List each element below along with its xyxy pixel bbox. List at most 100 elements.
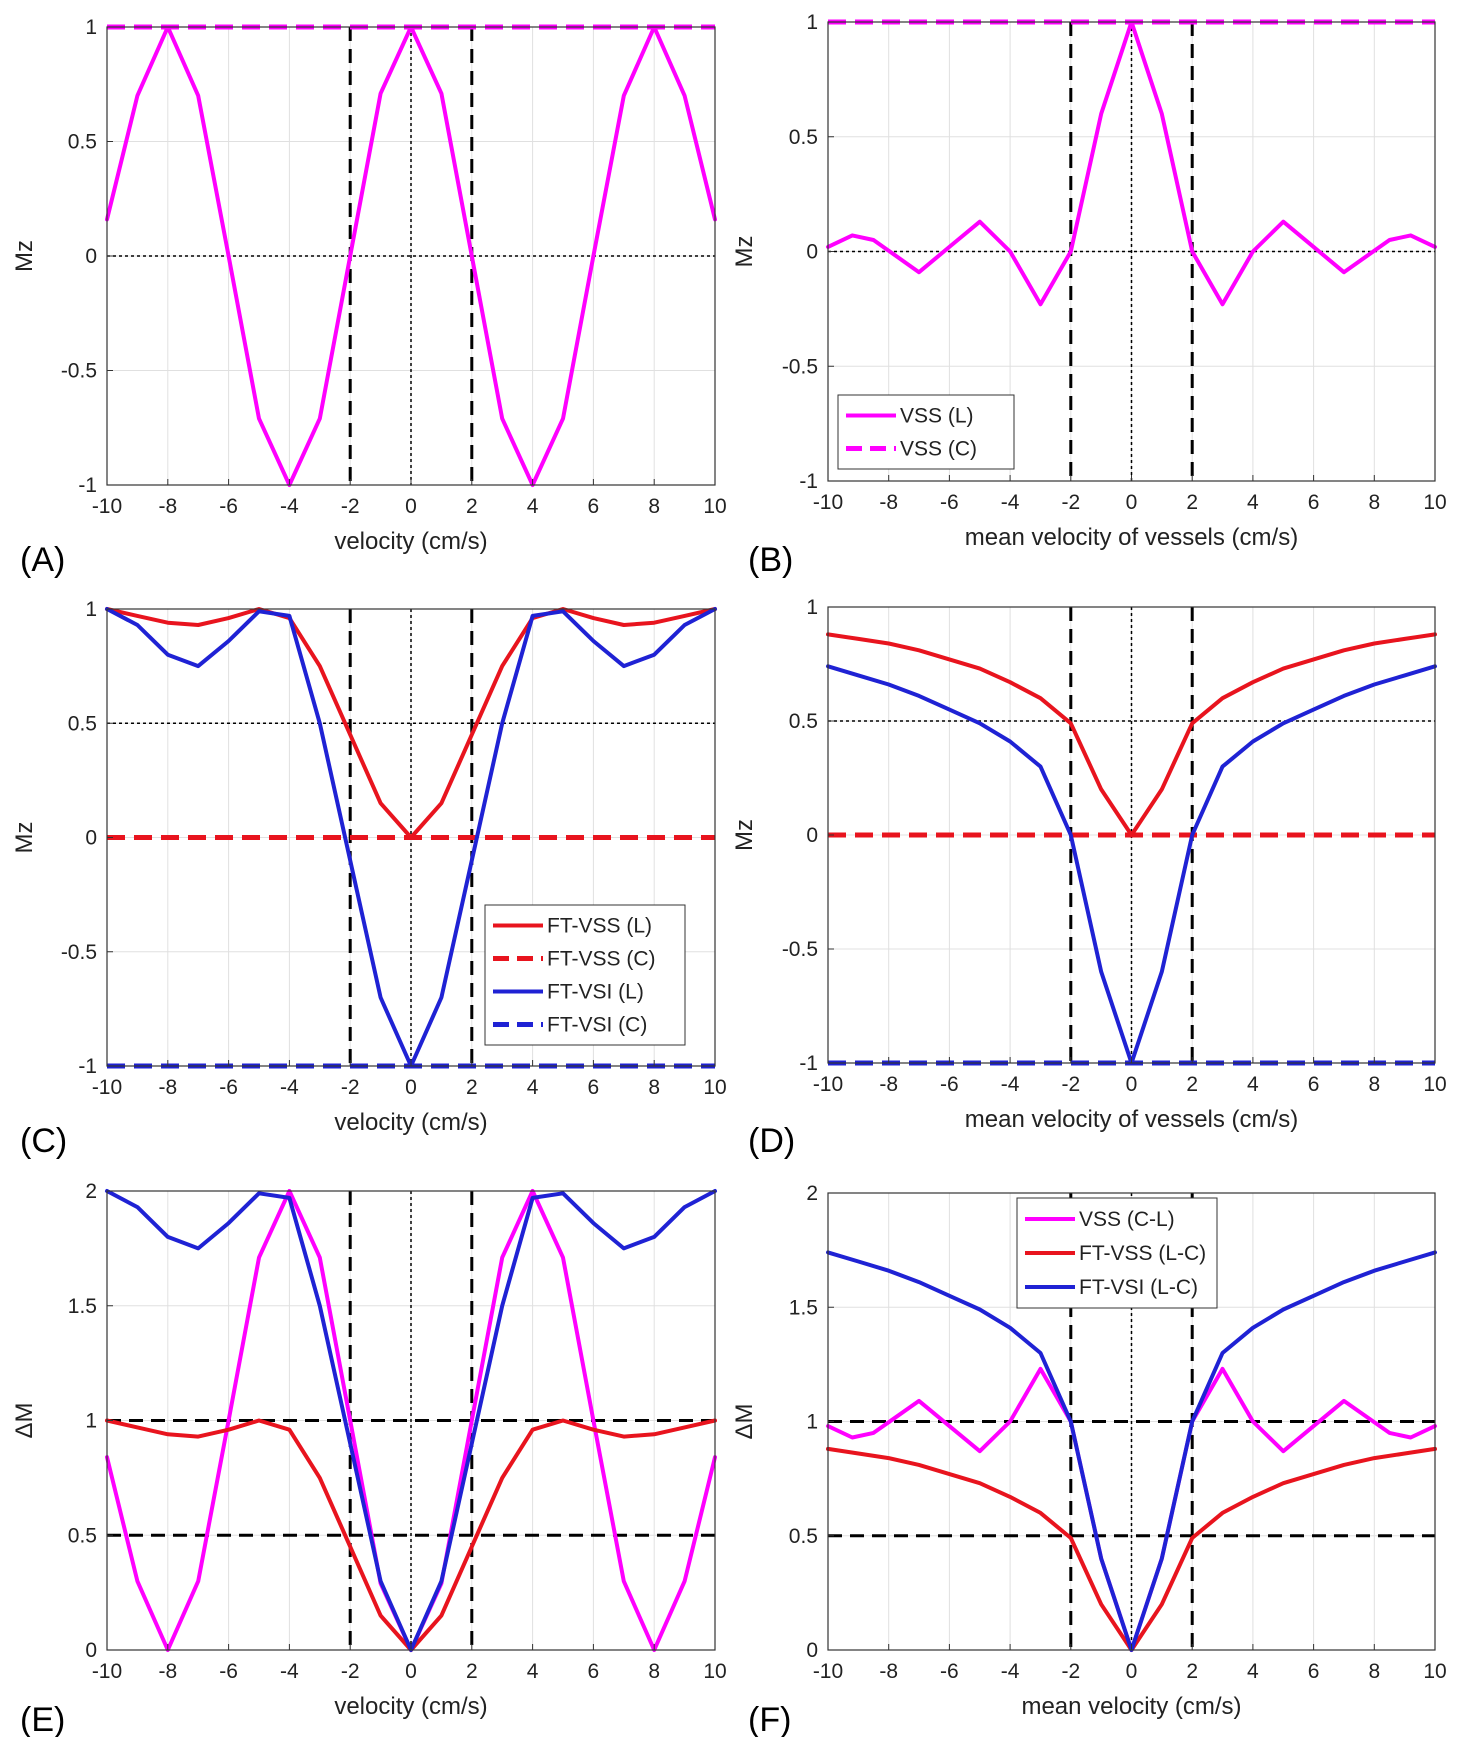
y-tick-label: 0	[806, 1639, 818, 1662]
legend-label: FT-VSI (L)	[547, 981, 644, 1004]
x-tick-label: 8	[1368, 1660, 1380, 1683]
x-tick-label: 4	[527, 495, 539, 518]
y-tick-label: -1	[799, 1052, 818, 1075]
x-tick-label: 10	[1423, 491, 1446, 514]
x-tick-label: 4	[527, 1076, 539, 1099]
legend-label: FT-VSI (C)	[547, 1014, 647, 1037]
y-tick-label: 0.5	[789, 126, 818, 149]
x-tick-label: 0	[1126, 1073, 1138, 1096]
y-tick-label: -0.5	[782, 938, 818, 961]
legend-label: FT-VSI (L-C)	[1079, 1276, 1198, 1299]
x-tick-label: 0	[405, 1660, 417, 1683]
legend: FT-VSS (L) FT-VSS (C) FT-VSI (L) FT-VSI (C)	[484, 904, 686, 1046]
x-tick-label: 8	[648, 495, 660, 518]
panel-letter: (B)	[748, 541, 793, 579]
legend-label: VSS (C-L)	[1079, 1208, 1175, 1231]
x-tick-label: 6	[1308, 1660, 1320, 1683]
panel-letter: (E)	[20, 1701, 65, 1737]
y-tick-label: 0.5	[68, 1524, 97, 1547]
panel-4: -10 -8 -6 -4 -2 0 2 4 6 8 10 -1 -0.5 0 0.5 1 mean veloci…	[731, 596, 1447, 1160]
legend-box	[484, 904, 686, 1046]
panel-6: -10 -8 -6 -4 -2 0 2 4 6 8 10 0 0.5 1 1.5 2 mean velocity…	[731, 1182, 1447, 1737]
y-tick-label: 0.5	[789, 1525, 818, 1548]
panel-1: -10 -8 -6 -4 -2 0 2 4 6 8 10 -1 -0.5 0 0.5 1 velocity (c…	[11, 16, 727, 579]
y-tick-label: 1	[85, 1410, 97, 1433]
y-tick-label: 0	[806, 824, 818, 847]
y-tick-label: 1.5	[68, 1295, 97, 1318]
y-tick-label: 1	[806, 596, 818, 619]
x-tick-label: -6	[940, 1660, 959, 1683]
x-tick-label: 6	[588, 1076, 600, 1099]
y-tick-label: 1	[85, 598, 97, 621]
x-tick-label: -10	[813, 1073, 843, 1096]
x-tick-label: -4	[280, 1660, 299, 1683]
y-tick-label: -0.5	[782, 355, 818, 378]
x-tick-label: -4	[1001, 1073, 1020, 1096]
x-tick-label: 8	[648, 1660, 660, 1683]
x-tick-label: -6	[940, 1073, 959, 1096]
y-tick-label: 2	[806, 1182, 818, 1205]
legend: VSS (C-L) FT-VSS (L-C) FT-VSI (L-C)	[1016, 1197, 1218, 1309]
y-tick-label: -0.5	[61, 941, 97, 964]
x-tick-label: 6	[1308, 491, 1320, 514]
x-tick-label: -2	[341, 495, 360, 518]
x-tick-label: -8	[879, 491, 898, 514]
x-tick-label: 6	[1308, 1073, 1320, 1096]
panel-letter: (F)	[748, 1701, 791, 1737]
y-tick-label: 0.5	[789, 710, 818, 733]
y-tick-label: -1	[799, 470, 818, 493]
x-tick-label: 4	[527, 1660, 539, 1683]
x-tick-label: -2	[1061, 1660, 1080, 1683]
legend-label: FT-VSS (C)	[547, 948, 656, 971]
y-axis-label: Mz	[11, 822, 38, 854]
x-tick-label: 2	[1186, 1073, 1198, 1096]
x-axis-label: velocity (cm/s)	[334, 1109, 487, 1136]
panel-letter: (C)	[20, 1122, 67, 1160]
y-tick-label: 1.5	[789, 1296, 818, 1319]
x-axis-label: mean velocity of vessels (cm/s)	[965, 1106, 1298, 1133]
x-tick-label: -6	[219, 495, 238, 518]
x-tick-label: -8	[879, 1073, 898, 1096]
x-tick-label: -4	[1001, 491, 1020, 514]
x-axis-label: velocity (cm/s)	[334, 1693, 487, 1720]
x-tick-label: 8	[1368, 491, 1380, 514]
legend-label: FT-VSS (L)	[547, 915, 652, 938]
x-tick-label: -6	[219, 1660, 238, 1683]
y-tick-label: -1	[78, 474, 97, 497]
x-tick-label: -2	[1061, 491, 1080, 514]
x-tick-label: 6	[588, 1660, 600, 1683]
x-tick-label: -2	[1061, 1073, 1080, 1096]
x-tick-label: -2	[341, 1076, 360, 1099]
x-axis-label: mean velocity (cm/s)	[1021, 1693, 1241, 1720]
x-tick-label: 0	[1126, 1660, 1138, 1683]
x-tick-label: 2	[466, 1660, 478, 1683]
legend-label: VSS (C)	[900, 438, 977, 461]
panel-3: -10 -8 -6 -4 -2 0 2 4 6 8 10 -1 -0.5 0 0.5 1 velocity (c…	[11, 598, 727, 1160]
x-axis-label: mean velocity of vessels (cm/s)	[965, 524, 1298, 551]
x-tick-label: -10	[92, 1076, 122, 1099]
y-axis-label: Mz	[731, 236, 758, 268]
y-tick-label: -0.5	[61, 360, 97, 383]
x-tick-label: 0	[1126, 491, 1138, 514]
y-tick-label: 0	[806, 241, 818, 264]
x-tick-label: 2	[1186, 1660, 1198, 1683]
panel-letter: (A)	[20, 541, 65, 579]
x-tick-label: 8	[648, 1076, 660, 1099]
legend-label: VSS (L)	[900, 405, 974, 428]
x-tick-label: 10	[703, 495, 726, 518]
x-tick-label: 2	[1186, 491, 1198, 514]
y-tick-label: 1	[806, 11, 818, 34]
x-tick-label: -8	[879, 1660, 898, 1683]
x-tick-label: -8	[158, 495, 177, 518]
x-tick-label: 10	[1423, 1660, 1446, 1683]
x-tick-label: 2	[466, 495, 478, 518]
x-tick-label: 10	[703, 1660, 726, 1683]
x-tick-label: 4	[1247, 491, 1259, 514]
x-tick-label: -10	[92, 495, 122, 518]
x-tick-label: -8	[158, 1660, 177, 1683]
legend-label: FT-VSS (L-C)	[1079, 1242, 1206, 1265]
panel-2: -10 -8 -6 -4 -2 0 2 4 6 8 10 -1 -0.5 0 0.5 1 mean veloci…	[731, 11, 1447, 579]
y-tick-label: 2	[85, 1180, 97, 1203]
x-tick-label: -10	[92, 1660, 122, 1683]
